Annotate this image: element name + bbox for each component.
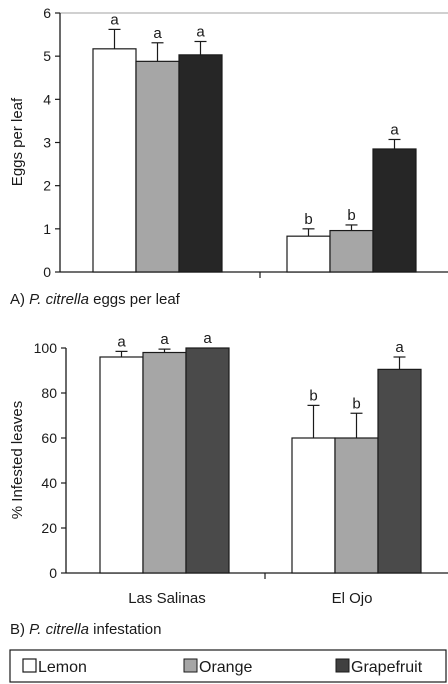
panel-a-bar-grapefruit-1 — [372, 148, 417, 273]
panel-a-sig-letter-lemon-0: a — [110, 11, 119, 28]
panel-b-bar-lemon-1 — [291, 437, 336, 574]
panel-b-y-tick-label: 0 — [49, 565, 57, 581]
panel-a-sig-letter-lemon-1: b — [304, 211, 312, 228]
panel-a-sig-letter-grapefruit-1: a — [390, 121, 399, 138]
panel-a-bar-orange-1 — [329, 229, 374, 273]
panel-a-bar-grapefruit-0 — [178, 54, 223, 273]
panel-b-y-axis-label: % Infested leaves — [9, 401, 26, 519]
panel-b-category-el-ojo: El Ojo — [332, 590, 373, 607]
panel-b-bar-grapefruit-0 — [185, 347, 230, 574]
panel-a-y-tick-label: 4 — [43, 91, 51, 107]
panel-b-y-tick-label: 20 — [41, 520, 57, 536]
panel-a-bar-orange-0 — [135, 60, 180, 273]
panel-b-sig-letter-grapefruit-1: a — [395, 339, 404, 356]
panel-b-y-tick-label: 100 — [34, 340, 58, 356]
panel-b-sig-letter-grapefruit-0: a — [203, 330, 212, 347]
legend-swatch-lemon — [22, 658, 37, 673]
legend-swatch-grapefruit — [335, 658, 350, 673]
panel-a-eggs-per-leaf: 0 1 2 3 4 5 6 a b a b a a Eggs per leaf A) P. citre… — [9, 5, 448, 308]
panel-a-sig-letter-orange-1: b — [347, 207, 355, 224]
panel-a-y-tick-label: 0 — [43, 264, 51, 280]
panel-b-bar-orange-0 — [142, 351, 187, 574]
panel-a-y-tick-label: 3 — [43, 135, 51, 151]
panel-a-bar-lemon-0 — [92, 48, 137, 273]
panel-b-sig-letter-orange-1: b — [352, 395, 360, 412]
legend-label-grapefruit: Grapefruit — [351, 659, 423, 676]
panel-b-category-las-salinas: Las Salinas — [128, 590, 206, 607]
panel-b-infestation: 0 20 40 60 80 100 a b a b a a % Infested leaves La… — [9, 330, 448, 638]
panel-b-sig-letter-orange-0: a — [160, 331, 169, 348]
panel-a-y-tick-label: 5 — [43, 48, 51, 64]
panel-b-bar-orange-1 — [334, 437, 379, 574]
panel-b-y-tick-label: 60 — [41, 430, 57, 446]
panel-b-y-tick-label: 40 — [41, 475, 57, 491]
panel-a-sig-letter-orange-0: a — [153, 25, 162, 42]
panel-a-y-axis-label: Eggs per leaf — [9, 97, 26, 186]
legend-label-lemon: Lemon — [38, 659, 87, 676]
panel-b-bar-lemon-0 — [99, 356, 144, 574]
legend-swatch-orange — [183, 658, 198, 673]
panel-a-sig-letter-grapefruit-0: a — [196, 23, 205, 40]
panel-b-sig-letter-lemon-1: b — [309, 387, 317, 404]
panel-a-y-tick-label: 2 — [43, 178, 51, 194]
panel-b-bars: a b a b a a — [99, 330, 422, 574]
legend-frame — [9, 649, 447, 683]
panel-a-y-tick-label: 6 — [43, 5, 51, 21]
panel-a-caption: A) P. citrella eggs per leaf — [10, 291, 181, 308]
panel-a-y-tick-label: 1 — [43, 221, 51, 237]
panel-a-bar-lemon-1 — [286, 235, 331, 273]
legend-label-orange: Orange — [199, 659, 252, 676]
panel-b-sig-letter-lemon-0: a — [117, 333, 126, 350]
legend: Lemon Orange Grapefruit — [9, 649, 447, 683]
panel-b-bar-grapefruit-1 — [377, 368, 422, 574]
panel-b-caption: B) P. citrella infestation — [10, 621, 161, 638]
panel-a-bars: a b a b a a — [92, 11, 417, 273]
panel-b-y-tick-label: 80 — [41, 385, 57, 401]
